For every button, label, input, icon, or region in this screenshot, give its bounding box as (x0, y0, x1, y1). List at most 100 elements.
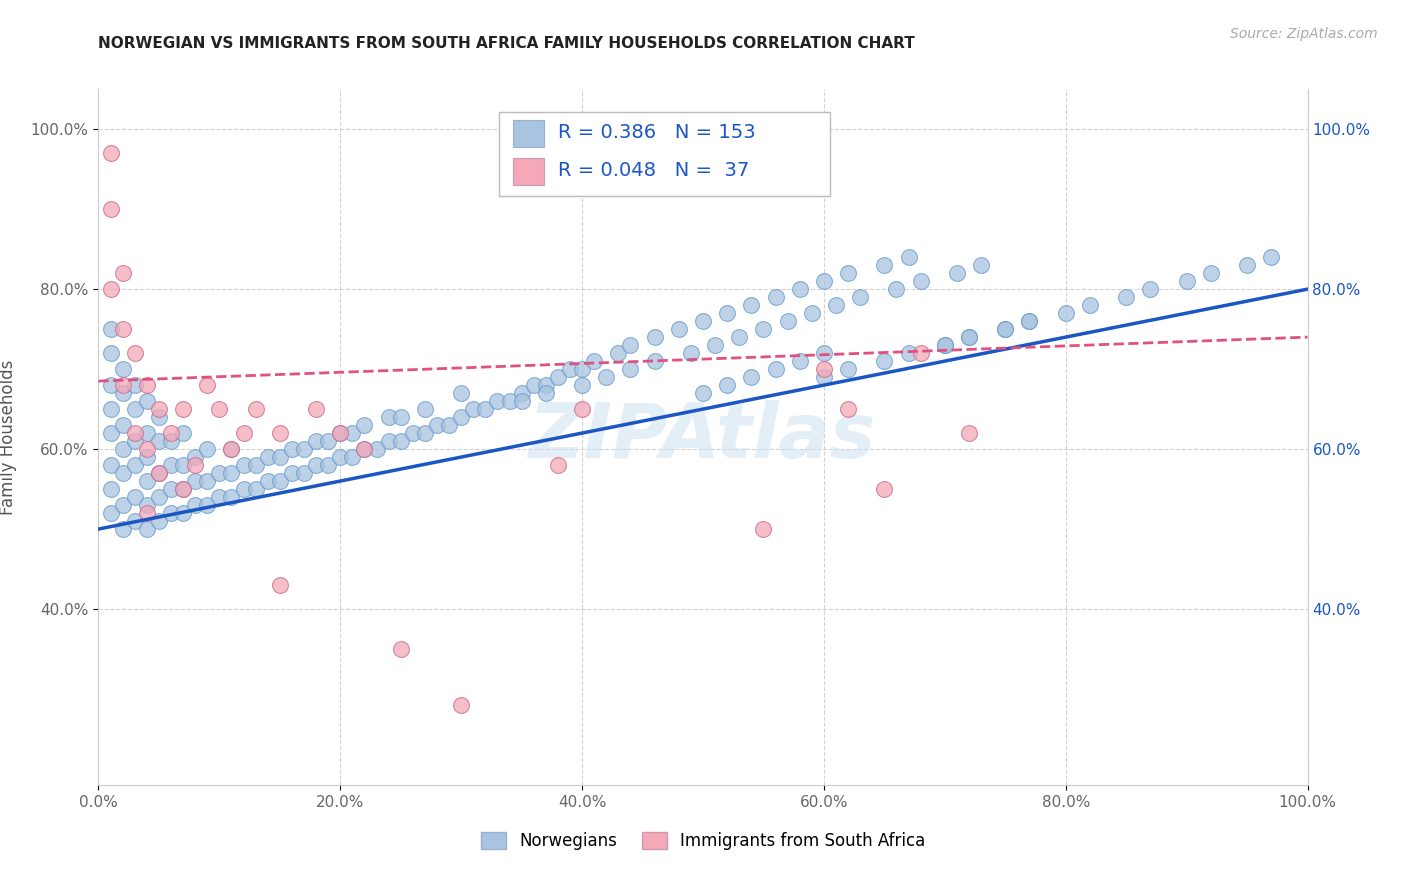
Point (595, 370, 617, 384)
Point (873, 354, 896, 368)
Point (148, 434, 170, 448)
Point (135, 378, 157, 392)
Point (245, 458, 267, 472)
Point (571, 402, 593, 417)
Point (232, 482, 254, 496)
Point (1078, 298, 1101, 312)
Point (740, 298, 762, 312)
Point (413, 426, 436, 441)
Point (1175, 274, 1198, 288)
Point (910, 346, 932, 360)
Point (221, 466, 243, 480)
Point (1054, 306, 1077, 320)
Point (1139, 282, 1161, 296)
Point (316, 458, 339, 472)
Point (100, 146, 122, 161)
Point (100, 426, 122, 441)
Point (135, 506, 157, 520)
Point (100, 378, 122, 392)
Point (148, 402, 170, 417)
Point (607, 346, 630, 360)
Point (160, 506, 183, 520)
Point (619, 338, 641, 352)
Point (111, 322, 134, 336)
Point (184, 474, 207, 488)
Point (389, 410, 412, 425)
Point (160, 426, 183, 441)
Point (558, 362, 581, 376)
Point (353, 442, 375, 456)
Point (389, 434, 412, 448)
Point (305, 402, 328, 417)
Point (281, 442, 304, 456)
Point (148, 466, 170, 480)
Point (329, 426, 352, 441)
Point (184, 458, 207, 472)
Point (269, 450, 291, 464)
Point (256, 474, 278, 488)
Point (583, 354, 606, 368)
Point (221, 442, 243, 456)
Point (523, 378, 546, 392)
Point (873, 258, 896, 272)
Point (728, 330, 751, 344)
Point (111, 522, 134, 536)
Point (366, 442, 388, 456)
Point (571, 378, 593, 392)
Point (752, 322, 775, 336)
Point (510, 394, 533, 409)
Point (934, 338, 956, 352)
Point (897, 250, 920, 264)
Point (957, 330, 980, 344)
Point (100, 202, 122, 216)
Point (1236, 258, 1258, 272)
Point (111, 362, 134, 376)
Point (1260, 250, 1282, 264)
Point (752, 522, 775, 536)
Point (172, 482, 194, 496)
Point (100, 346, 122, 360)
Point (148, 410, 170, 425)
Point (498, 394, 520, 409)
Point (184, 450, 207, 464)
Point (849, 290, 872, 304)
Point (135, 498, 157, 512)
Point (644, 330, 666, 344)
Point (813, 346, 835, 360)
Point (547, 458, 569, 472)
Point (353, 418, 375, 433)
Point (135, 474, 157, 488)
Point (256, 450, 278, 464)
Point (232, 426, 254, 441)
Point (100, 402, 122, 417)
Point (353, 442, 375, 456)
Point (837, 362, 859, 376)
Point (837, 402, 859, 417)
Point (135, 522, 157, 536)
Point (342, 426, 364, 441)
Point (148, 490, 170, 504)
Point (740, 370, 762, 384)
Point (389, 642, 412, 657)
Point (886, 282, 908, 296)
Point (377, 410, 399, 425)
Point (704, 338, 727, 352)
Point (124, 458, 146, 472)
Point (221, 490, 243, 504)
Point (825, 298, 848, 312)
Point (534, 386, 557, 401)
Point (426, 418, 449, 433)
Point (124, 490, 146, 504)
Point (994, 322, 1017, 336)
Point (910, 274, 932, 288)
Point (897, 346, 920, 360)
Point (679, 346, 702, 360)
Point (124, 402, 146, 417)
Point (195, 378, 218, 392)
Point (305, 434, 328, 448)
Point (534, 378, 557, 392)
Point (232, 458, 254, 472)
Point (100, 322, 122, 336)
Point (813, 274, 835, 288)
Point (668, 322, 690, 336)
